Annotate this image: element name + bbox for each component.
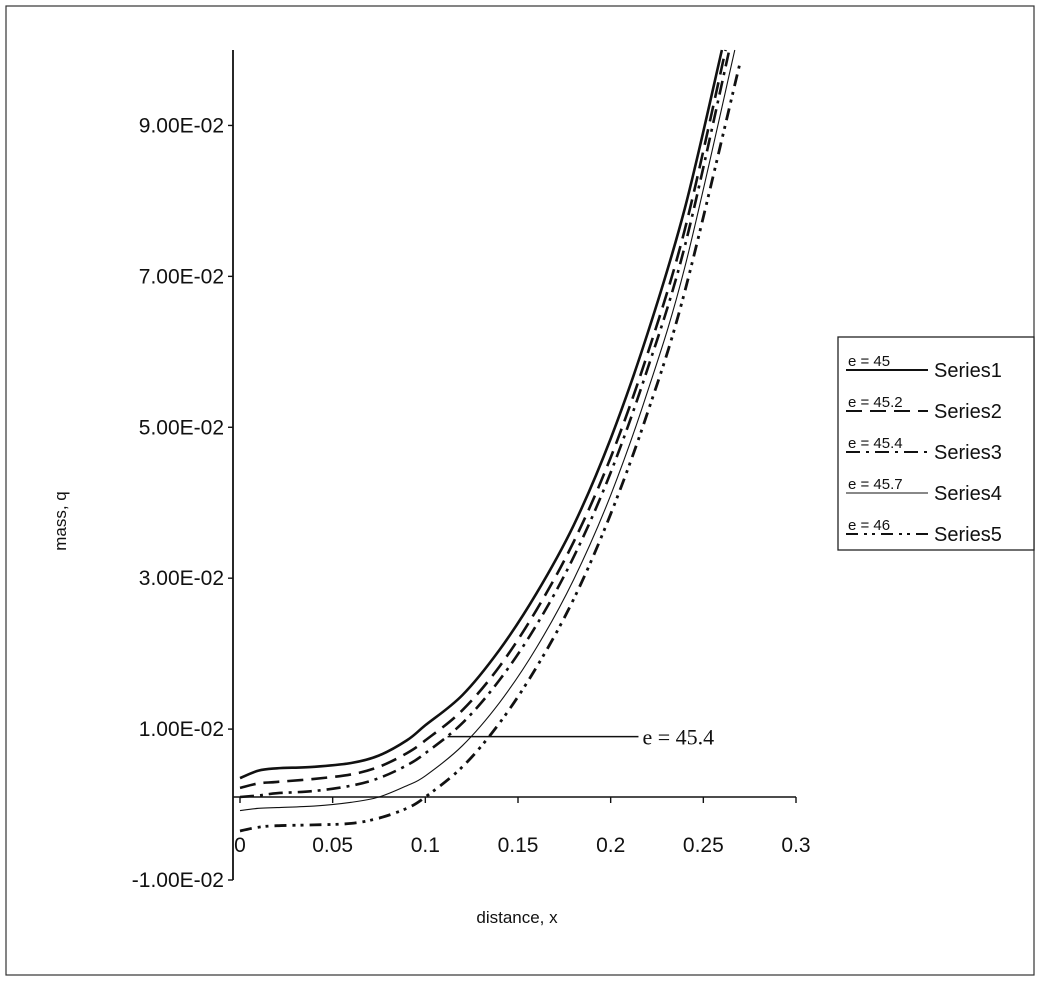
legend-series-name: Series1 (934, 360, 1002, 382)
legend-series-name: Series3 (934, 442, 1002, 464)
legend-handwritten-label: e = 46 (848, 517, 890, 534)
legend-handwritten-label: e = 45.2 (848, 394, 903, 411)
series-line-5 (239, 60, 742, 833)
series-line-2 (239, 49, 727, 790)
y-tick-label: 3.00E-02 (139, 567, 224, 590)
x-tick-label: 0.05 (312, 834, 353, 857)
series-line-4 (239, 49, 736, 812)
x-tick-label: 0.1 (411, 834, 440, 857)
series-line-3 (239, 49, 731, 799)
y-tick-label: 1.00E-02 (139, 718, 224, 741)
y-tick-label: 5.00E-02 (139, 416, 224, 439)
annotation-label: e = 45.4 (642, 725, 714, 750)
x-tick-label: 0.3 (781, 834, 810, 857)
legend-handwritten-label: e = 45.7 (848, 476, 903, 493)
x-tick-label: 0.2 (596, 834, 625, 857)
legend-series-name: Series2 (934, 401, 1002, 423)
y-tick-label: 9.00E-02 (139, 114, 224, 137)
x-axis-title: distance, x (476, 908, 558, 927)
y-axis-title: mass, q (51, 491, 70, 551)
x-tick-label: 0 (234, 834, 246, 857)
x-tick-label: 0.25 (683, 834, 724, 857)
x-axis: 0 0.05 0.1 0.15 0.2 0.25 0.3 (233, 796, 811, 857)
legend-series-name: Series5 (934, 524, 1002, 546)
y-tick-label: -1.00E-02 (132, 869, 224, 892)
legend-series-name: Series4 (934, 483, 1002, 505)
y-tick-label: 7.00E-02 (139, 265, 224, 288)
legend-handwritten-label: e = 45.4 (848, 435, 903, 452)
plot-area (239, 49, 742, 833)
annotation: e = 45.4 (447, 725, 714, 750)
x-tick-label: 0.15 (498, 834, 539, 857)
series-line-1 (239, 49, 724, 780)
legend: e = 45 Series1 e = 45.2 Series2 e = 45.4 Seri… (837, 336, 1035, 551)
y-axis: 9.00E-02 7.00E-02 5.00E-02 3.00E-02 1.00E-02… (132, 50, 234, 892)
legend-handwritten-label: e = 45 (848, 353, 890, 370)
legend-box (837, 336, 1035, 551)
